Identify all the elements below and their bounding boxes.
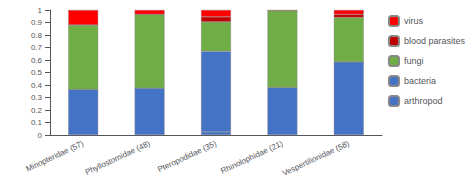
svg-text:fungi: fungi	[404, 56, 424, 66]
svg-text:Rhinolophidae (21): Rhinolophidae (21)	[219, 139, 284, 176]
svg-text:Phyllostomidae (48): Phyllostomidae (48)	[84, 139, 152, 177]
svg-text:bacteria: bacteria	[404, 76, 436, 86]
svg-text:0.1: 0.1	[31, 118, 43, 127]
svg-text:virus: virus	[404, 16, 424, 26]
svg-text:blood parasites: blood parasites	[404, 36, 466, 46]
svg-text:Pteropodidae (35): Pteropodidae (35)	[156, 139, 218, 174]
svg-text:0: 0	[38, 131, 43, 140]
svg-text:0.5: 0.5	[31, 68, 43, 77]
svg-text:0.3: 0.3	[31, 93, 43, 102]
svg-text:0.8: 0.8	[31, 31, 43, 40]
svg-text:Minopteridae (57): Minopteridae (57)	[25, 139, 86, 174]
svg-text:0.2: 0.2	[31, 106, 43, 115]
svg-text:0.6: 0.6	[31, 56, 43, 65]
svg-text:0.9: 0.9	[31, 18, 43, 27]
svg-text:0.7: 0.7	[31, 43, 43, 52]
svg-text:arthropod: arthropod	[404, 96, 443, 106]
svg-text:Vespertilionidae (58): Vespertilionidae (58)	[281, 139, 351, 178]
svg-text:0.4: 0.4	[31, 81, 43, 90]
svg-text:1: 1	[38, 6, 43, 15]
